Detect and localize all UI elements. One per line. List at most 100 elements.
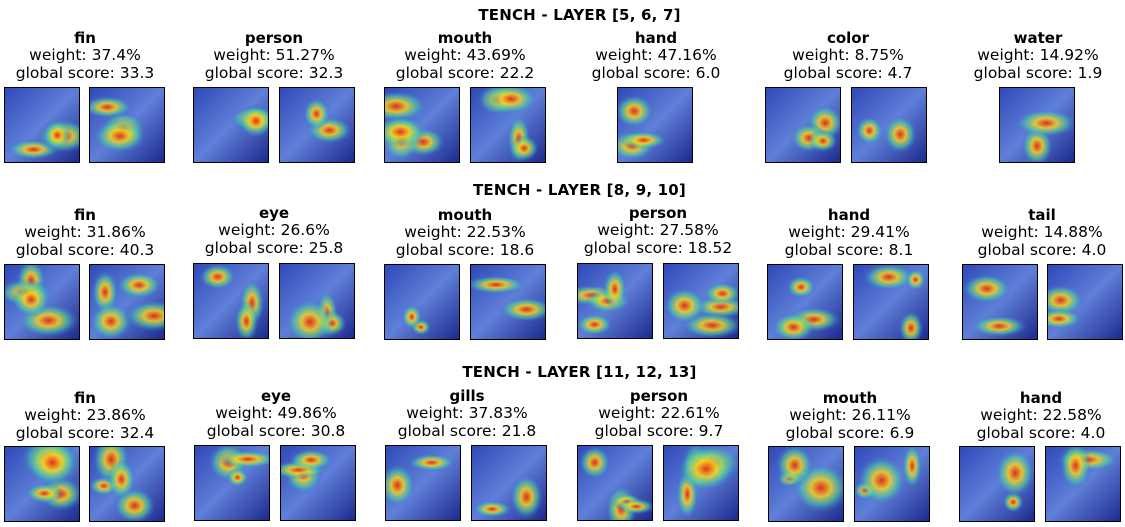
concept-global-score: global score: 33.3 (15, 63, 155, 82)
concept-cell: tail weight: 14.88% global score: 4.0 (957, 207, 1125, 259)
concept-name: mouth (437, 206, 493, 224)
concept-global-score: global score: 25.8 (204, 238, 344, 257)
concept-cell: color weight: 8.75% global score: 4.7 (763, 30, 933, 82)
concept-name: gills (449, 387, 485, 405)
concept-name: eye (258, 204, 290, 222)
heatmap-image (384, 264, 460, 340)
concept-weight: weight: 14.92% (977, 46, 1099, 64)
concept-name: hand (827, 206, 871, 224)
heatmap-image (1045, 446, 1121, 522)
heatmap-image (470, 87, 546, 163)
concept-cell: hand weight: 29.41% global score: 8.1 (764, 207, 934, 259)
concept-weight: weight: 8.75% (792, 46, 904, 64)
concept-name: fin (74, 206, 96, 224)
concept-name: person (628, 204, 688, 222)
concept-weight: weight: 51.27% (213, 46, 335, 64)
concept-weight: weight: 37.83% (406, 404, 528, 422)
concept-weight: weight: 29.41% (788, 223, 910, 241)
concept-name: person (244, 29, 304, 47)
concept-weight: weight: 49.86% (215, 404, 337, 422)
heatmap-image (767, 264, 843, 340)
concept-name: fin (74, 389, 96, 407)
concept-weight: weight: 37.4% (29, 46, 141, 64)
heatmap-image (663, 445, 739, 521)
heatmap-image (4, 446, 80, 522)
layer-title: TENCH - LAYER [8, 9, 10] (473, 181, 686, 199)
concept-name: fin (74, 29, 96, 47)
concept-global-score: global score: 18.6 (395, 240, 535, 259)
concept-global-score: global score: 4.0 (977, 240, 1107, 259)
heatmap-image (279, 87, 355, 163)
concept-name: eye (260, 387, 292, 405)
heatmap-image (89, 446, 165, 522)
concept-cell: person weight: 22.61% global score: 9.7 (574, 388, 744, 440)
heatmap-image (854, 446, 930, 522)
heatmap-image (194, 445, 270, 521)
heatmap-image (959, 446, 1035, 522)
concept-weight: weight: 22.61% (598, 404, 720, 422)
concept-cell: eye weight: 49.86% global score: 30.8 (191, 388, 361, 440)
concept-global-score: global score: 30.8 (206, 421, 346, 440)
heatmap-image (89, 87, 165, 163)
concept-cell: hand weight: 22.58% global score: 4.0 (956, 390, 1125, 442)
heatmap-image (384, 87, 460, 163)
heatmap-image (765, 87, 841, 163)
concept-global-score: global score: 4.0 (976, 423, 1106, 442)
heatmap-image (851, 87, 927, 163)
concept-name: person (629, 387, 689, 405)
heatmap-image (999, 87, 1075, 163)
concept-weight: weight: 26.11% (789, 406, 911, 424)
heatmap-image (768, 446, 844, 522)
concept-cell: fin weight: 31.86% global score: 40.3 (0, 207, 170, 259)
heatmap-image (577, 263, 653, 339)
concept-global-score: global score: 40.3 (15, 240, 155, 259)
concept-cell: eye weight: 26.6% global score: 25.8 (189, 205, 359, 257)
concept-weight: weight: 14.88% (981, 223, 1103, 241)
layer-title: TENCH - LAYER [5, 6, 7] (478, 6, 681, 24)
concept-name: mouth (822, 389, 878, 407)
concept-cell: mouth weight: 22.53% global score: 18.6 (380, 207, 550, 259)
heatmap-image (4, 264, 80, 340)
concept-cell: fin weight: 37.4% global score: 33.3 (0, 30, 170, 82)
concept-global-score: global score: 18.52 (583, 238, 733, 257)
concept-global-score: global score: 32.3 (204, 63, 344, 82)
concept-global-score: global score: 21.8 (397, 421, 537, 440)
concept-weight: weight: 47.16% (595, 46, 717, 64)
concept-cell: hand weight: 47.16% global score: 6.0 (571, 30, 741, 82)
concept-cell: water weight: 14.92% global score: 1.9 (953, 30, 1123, 82)
heatmap-image (4, 87, 80, 163)
concept-name: tail (1028, 206, 1056, 224)
heatmap-image (962, 264, 1038, 340)
concept-cell: mouth weight: 26.11% global score: 6.9 (765, 390, 935, 442)
heatmap-image (280, 445, 356, 521)
concept-weight: weight: 22.58% (980, 406, 1102, 424)
concept-global-score: global score: 22.2 (395, 63, 535, 82)
concept-cell: fin weight: 23.86% global score: 32.4 (0, 390, 170, 442)
concept-global-score: global score: 9.7 (594, 421, 724, 440)
heatmap-image (193, 87, 269, 163)
layer-title: TENCH - LAYER [11, 12, 13] (462, 363, 697, 381)
concept-weight: weight: 27.58% (597, 221, 719, 239)
heatmap-image (470, 264, 546, 340)
concept-global-score: global score: 4.7 (783, 63, 913, 82)
concept-global-score: global score: 8.1 (784, 240, 914, 259)
concept-weight: weight: 23.86% (24, 406, 146, 424)
concept-global-score: global score: 6.9 (785, 423, 915, 442)
heatmap-image (577, 445, 653, 521)
concept-weight: weight: 31.86% (24, 223, 146, 241)
concept-name: water (1013, 29, 1063, 47)
concept-weight: weight: 26.6% (218, 221, 330, 239)
heatmap-image (471, 445, 547, 521)
concept-global-score: global score: 32.4 (15, 423, 155, 442)
heatmap-image (853, 264, 929, 340)
heatmap-image (89, 264, 165, 340)
concept-cell: mouth weight: 43.69% global score: 22.2 (380, 30, 550, 82)
concept-weight: weight: 43.69% (404, 46, 526, 64)
heatmap-image (1047, 264, 1123, 340)
heatmap-image (663, 263, 739, 339)
concept-name: hand (1019, 389, 1063, 407)
concept-name: color (826, 29, 870, 47)
concept-cell: gills weight: 37.83% global score: 21.8 (382, 388, 552, 440)
concept-cell: person weight: 27.58% global score: 18.5… (573, 205, 743, 257)
concept-global-score: global score: 1.9 (973, 63, 1103, 82)
